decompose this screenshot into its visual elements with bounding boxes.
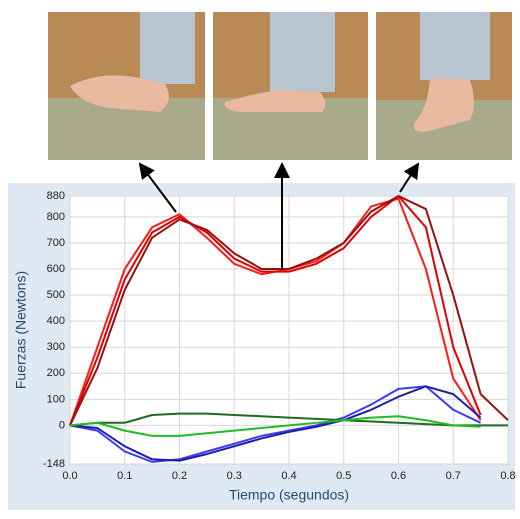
x-tick-label: 0.3: [227, 470, 242, 482]
x-tick-label: 0.8: [500, 470, 515, 482]
y-tick-label: 500: [47, 289, 65, 301]
y-axis-label: Fuerzas (Newtons): [13, 271, 29, 389]
photo-heel-strike: [48, 12, 205, 160]
y-tick-label: -148: [43, 458, 65, 470]
x-tick-label: 0.1: [117, 470, 132, 482]
y-tick-label: 600: [47, 263, 65, 275]
y-tick-label: 880: [47, 190, 65, 202]
photo-mid-stance: [213, 12, 368, 160]
y-tick-label: 100: [47, 393, 65, 405]
x-tick-label: 0.6: [391, 470, 406, 482]
x-tick-label: 0.4: [281, 470, 296, 482]
x-tick-label: 0.2: [172, 470, 187, 482]
y-tick-label: 300: [47, 341, 65, 353]
photos: [48, 12, 512, 160]
x-tick-label: 0.0: [62, 470, 77, 482]
photo-toe-off: [376, 12, 512, 160]
y-tick-label: 400: [47, 315, 65, 327]
y-tick-label: 700: [47, 237, 65, 249]
x-tick-label: 0.5: [336, 470, 351, 482]
y-tick-label: 200: [47, 367, 65, 379]
figure: Tiempo (segundos) Fuerzas (Newtons) 0.0 0…: [0, 0, 520, 514]
y-tick-label: 800: [47, 211, 65, 223]
y-tick-label: 0: [59, 419, 65, 431]
x-tick-label: 0.7: [446, 470, 461, 482]
x-axis-label: Tiempo (segundos): [229, 487, 349, 503]
